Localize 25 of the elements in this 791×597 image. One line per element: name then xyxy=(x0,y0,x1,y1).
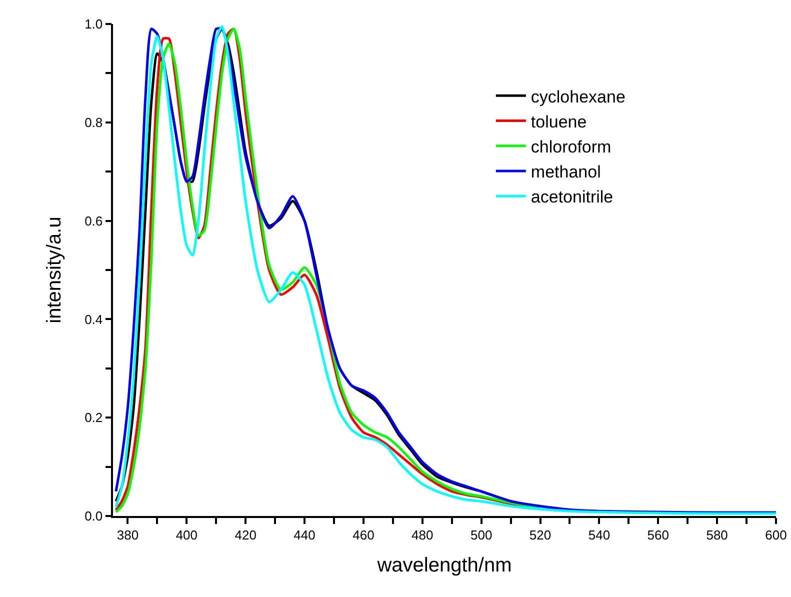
x-tick-label: 580 xyxy=(706,527,728,542)
x-tick-label: 420 xyxy=(234,527,256,542)
legend-label: toluene xyxy=(530,112,587,132)
y-tick-label: 0.2 xyxy=(84,410,103,426)
x-tick-label: 440 xyxy=(294,527,316,542)
y-tick-label: 0.6 xyxy=(84,213,103,228)
legend-label: chloroform xyxy=(530,138,612,156)
legend-label: cyclohexane xyxy=(530,87,626,106)
legend-label: acetonitrile xyxy=(530,188,614,207)
y-tick-label: 0.4 xyxy=(84,312,103,327)
x-tick-label: 540 xyxy=(588,527,610,542)
x-tick-label: 460 xyxy=(352,527,374,542)
x-tick-label: 560 xyxy=(647,527,669,542)
x-tick-label: 600 xyxy=(765,527,787,542)
y-tick-label: 0.0 xyxy=(84,508,103,524)
x-axis-title: wavelength/nm xyxy=(376,554,512,576)
y-tick-label: 0.8 xyxy=(84,114,103,130)
legend-label: methanol xyxy=(530,162,601,182)
x-tick-label: 400 xyxy=(176,527,198,542)
x-tick-label: 380 xyxy=(116,527,139,542)
x-tick-label: 500 xyxy=(470,527,492,542)
y-axis-title: intensity/a.u xyxy=(44,216,66,324)
x-tick-label: 480 xyxy=(412,527,434,542)
x-tick-label: 520 xyxy=(529,527,552,542)
y-tick-label: 1.0 xyxy=(84,16,103,32)
